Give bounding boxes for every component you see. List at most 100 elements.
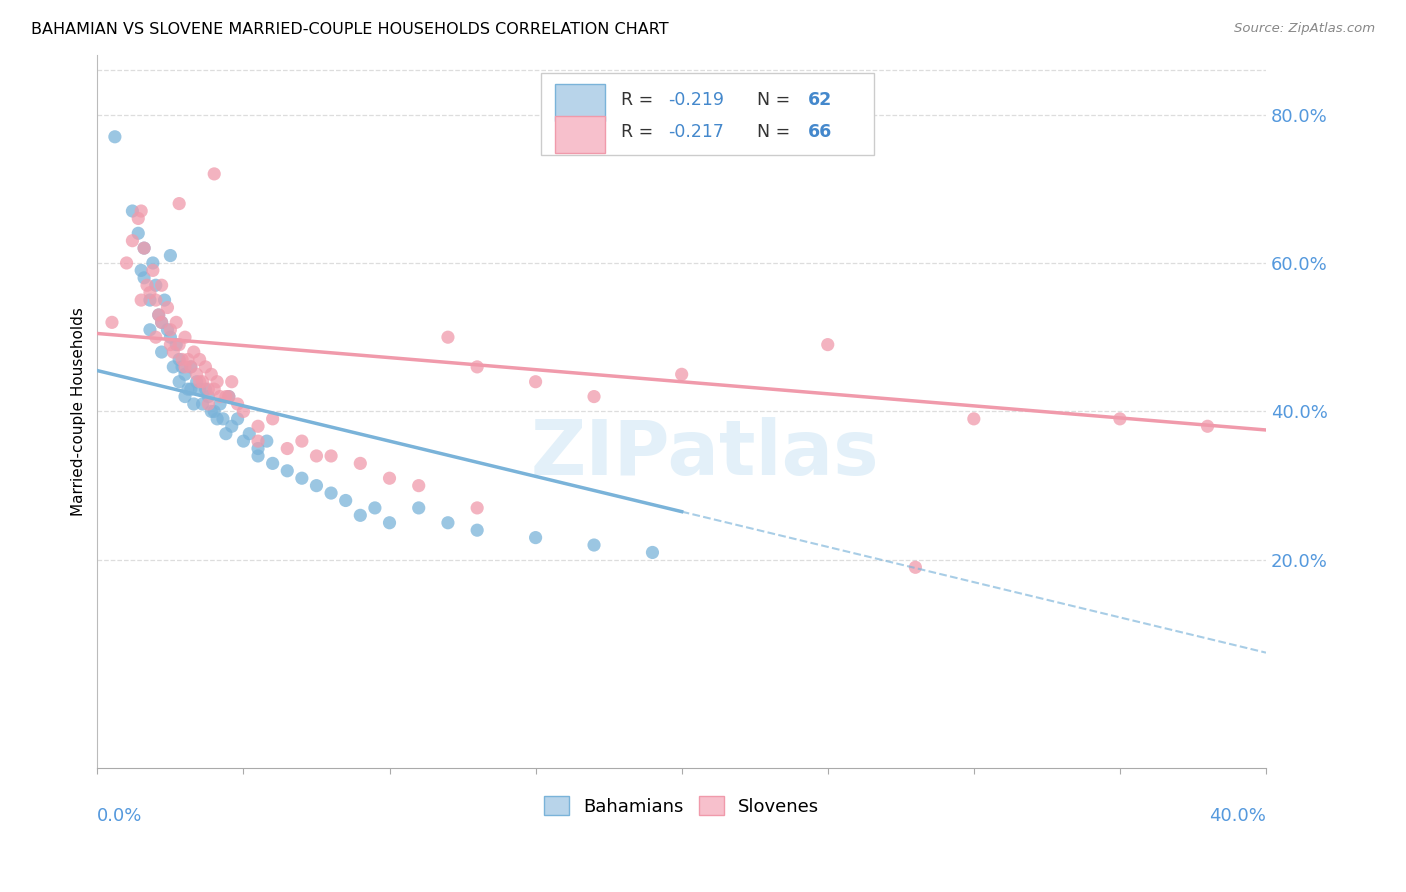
Point xyxy=(180,359,202,374)
Point xyxy=(177,352,200,367)
Y-axis label: Married-couple Households: Married-couple Households xyxy=(72,307,86,516)
Point xyxy=(139,293,162,307)
Point xyxy=(200,404,222,418)
Point xyxy=(188,375,211,389)
Point xyxy=(319,449,342,463)
Point xyxy=(194,382,217,396)
Point xyxy=(205,412,228,426)
Point xyxy=(247,434,270,449)
Point xyxy=(167,196,190,211)
Point xyxy=(582,390,605,404)
Point xyxy=(150,315,173,329)
Point xyxy=(904,560,927,574)
Point xyxy=(186,375,208,389)
Point xyxy=(142,256,165,270)
Point xyxy=(291,434,314,449)
Point xyxy=(139,323,162,337)
Point xyxy=(218,390,240,404)
FancyBboxPatch shape xyxy=(555,85,605,121)
Point xyxy=(247,442,270,456)
Point xyxy=(209,390,232,404)
Point xyxy=(305,449,328,463)
Point xyxy=(129,204,152,219)
Point xyxy=(247,449,270,463)
Point xyxy=(582,538,605,552)
Point xyxy=(247,419,270,434)
Point xyxy=(174,368,197,382)
Text: BAHAMIAN VS SLOVENE MARRIED-COUPLE HOUSEHOLDS CORRELATION CHART: BAHAMIAN VS SLOVENE MARRIED-COUPLE HOUSE… xyxy=(31,22,669,37)
Point xyxy=(262,412,284,426)
Point xyxy=(172,359,194,374)
Point xyxy=(465,523,488,537)
Point xyxy=(226,412,249,426)
Point xyxy=(136,278,159,293)
Text: -0.217: -0.217 xyxy=(668,123,724,141)
Point xyxy=(121,234,143,248)
FancyBboxPatch shape xyxy=(555,116,605,153)
Point xyxy=(963,412,986,426)
Point xyxy=(319,486,342,500)
Text: 40.0%: 40.0% xyxy=(1209,807,1265,825)
Point xyxy=(188,382,211,396)
Point xyxy=(291,471,314,485)
Point xyxy=(148,308,170,322)
Point xyxy=(1109,412,1132,426)
Point xyxy=(174,390,197,404)
Point xyxy=(194,359,217,374)
Point xyxy=(212,412,235,426)
Text: 66: 66 xyxy=(808,123,832,141)
Point xyxy=(524,375,547,389)
Point xyxy=(167,352,190,367)
Point xyxy=(183,397,205,411)
Point xyxy=(349,508,371,523)
Point xyxy=(226,397,249,411)
Point xyxy=(349,456,371,470)
Point xyxy=(167,375,190,389)
Point xyxy=(165,337,187,351)
Point xyxy=(174,330,197,344)
Point xyxy=(465,500,488,515)
Point xyxy=(191,397,214,411)
Point xyxy=(132,241,155,255)
Point xyxy=(378,471,401,485)
Point xyxy=(121,204,143,219)
Point xyxy=(132,270,155,285)
Point xyxy=(364,500,387,515)
Point xyxy=(671,368,693,382)
Point xyxy=(262,456,284,470)
Point xyxy=(183,345,205,359)
Point xyxy=(127,227,149,241)
Point xyxy=(162,359,184,374)
Point xyxy=(132,241,155,255)
Point xyxy=(101,315,124,329)
Point xyxy=(159,330,181,344)
Point xyxy=(817,337,839,351)
Point xyxy=(378,516,401,530)
Point xyxy=(408,478,430,492)
Point xyxy=(165,315,187,329)
Text: -0.219: -0.219 xyxy=(668,91,724,109)
Point xyxy=(524,531,547,545)
Point xyxy=(148,308,170,322)
Point xyxy=(232,434,254,449)
Point xyxy=(305,478,328,492)
FancyBboxPatch shape xyxy=(541,73,875,155)
Legend: Bahamians, Slovenes: Bahamians, Slovenes xyxy=(537,789,827,822)
Point xyxy=(159,248,181,262)
Point xyxy=(142,263,165,277)
Text: R =: R = xyxy=(621,91,658,109)
Point xyxy=(145,330,167,344)
Text: N =: N = xyxy=(747,91,796,109)
Point xyxy=(150,315,173,329)
Point xyxy=(129,263,152,277)
Point xyxy=(145,293,167,307)
Point xyxy=(1197,419,1219,434)
Text: 0.0%: 0.0% xyxy=(97,807,143,825)
Point xyxy=(162,345,184,359)
Point xyxy=(197,390,219,404)
Point xyxy=(197,382,219,396)
Point xyxy=(232,404,254,418)
Point xyxy=(238,426,260,441)
Point xyxy=(218,390,240,404)
Text: N =: N = xyxy=(747,123,796,141)
